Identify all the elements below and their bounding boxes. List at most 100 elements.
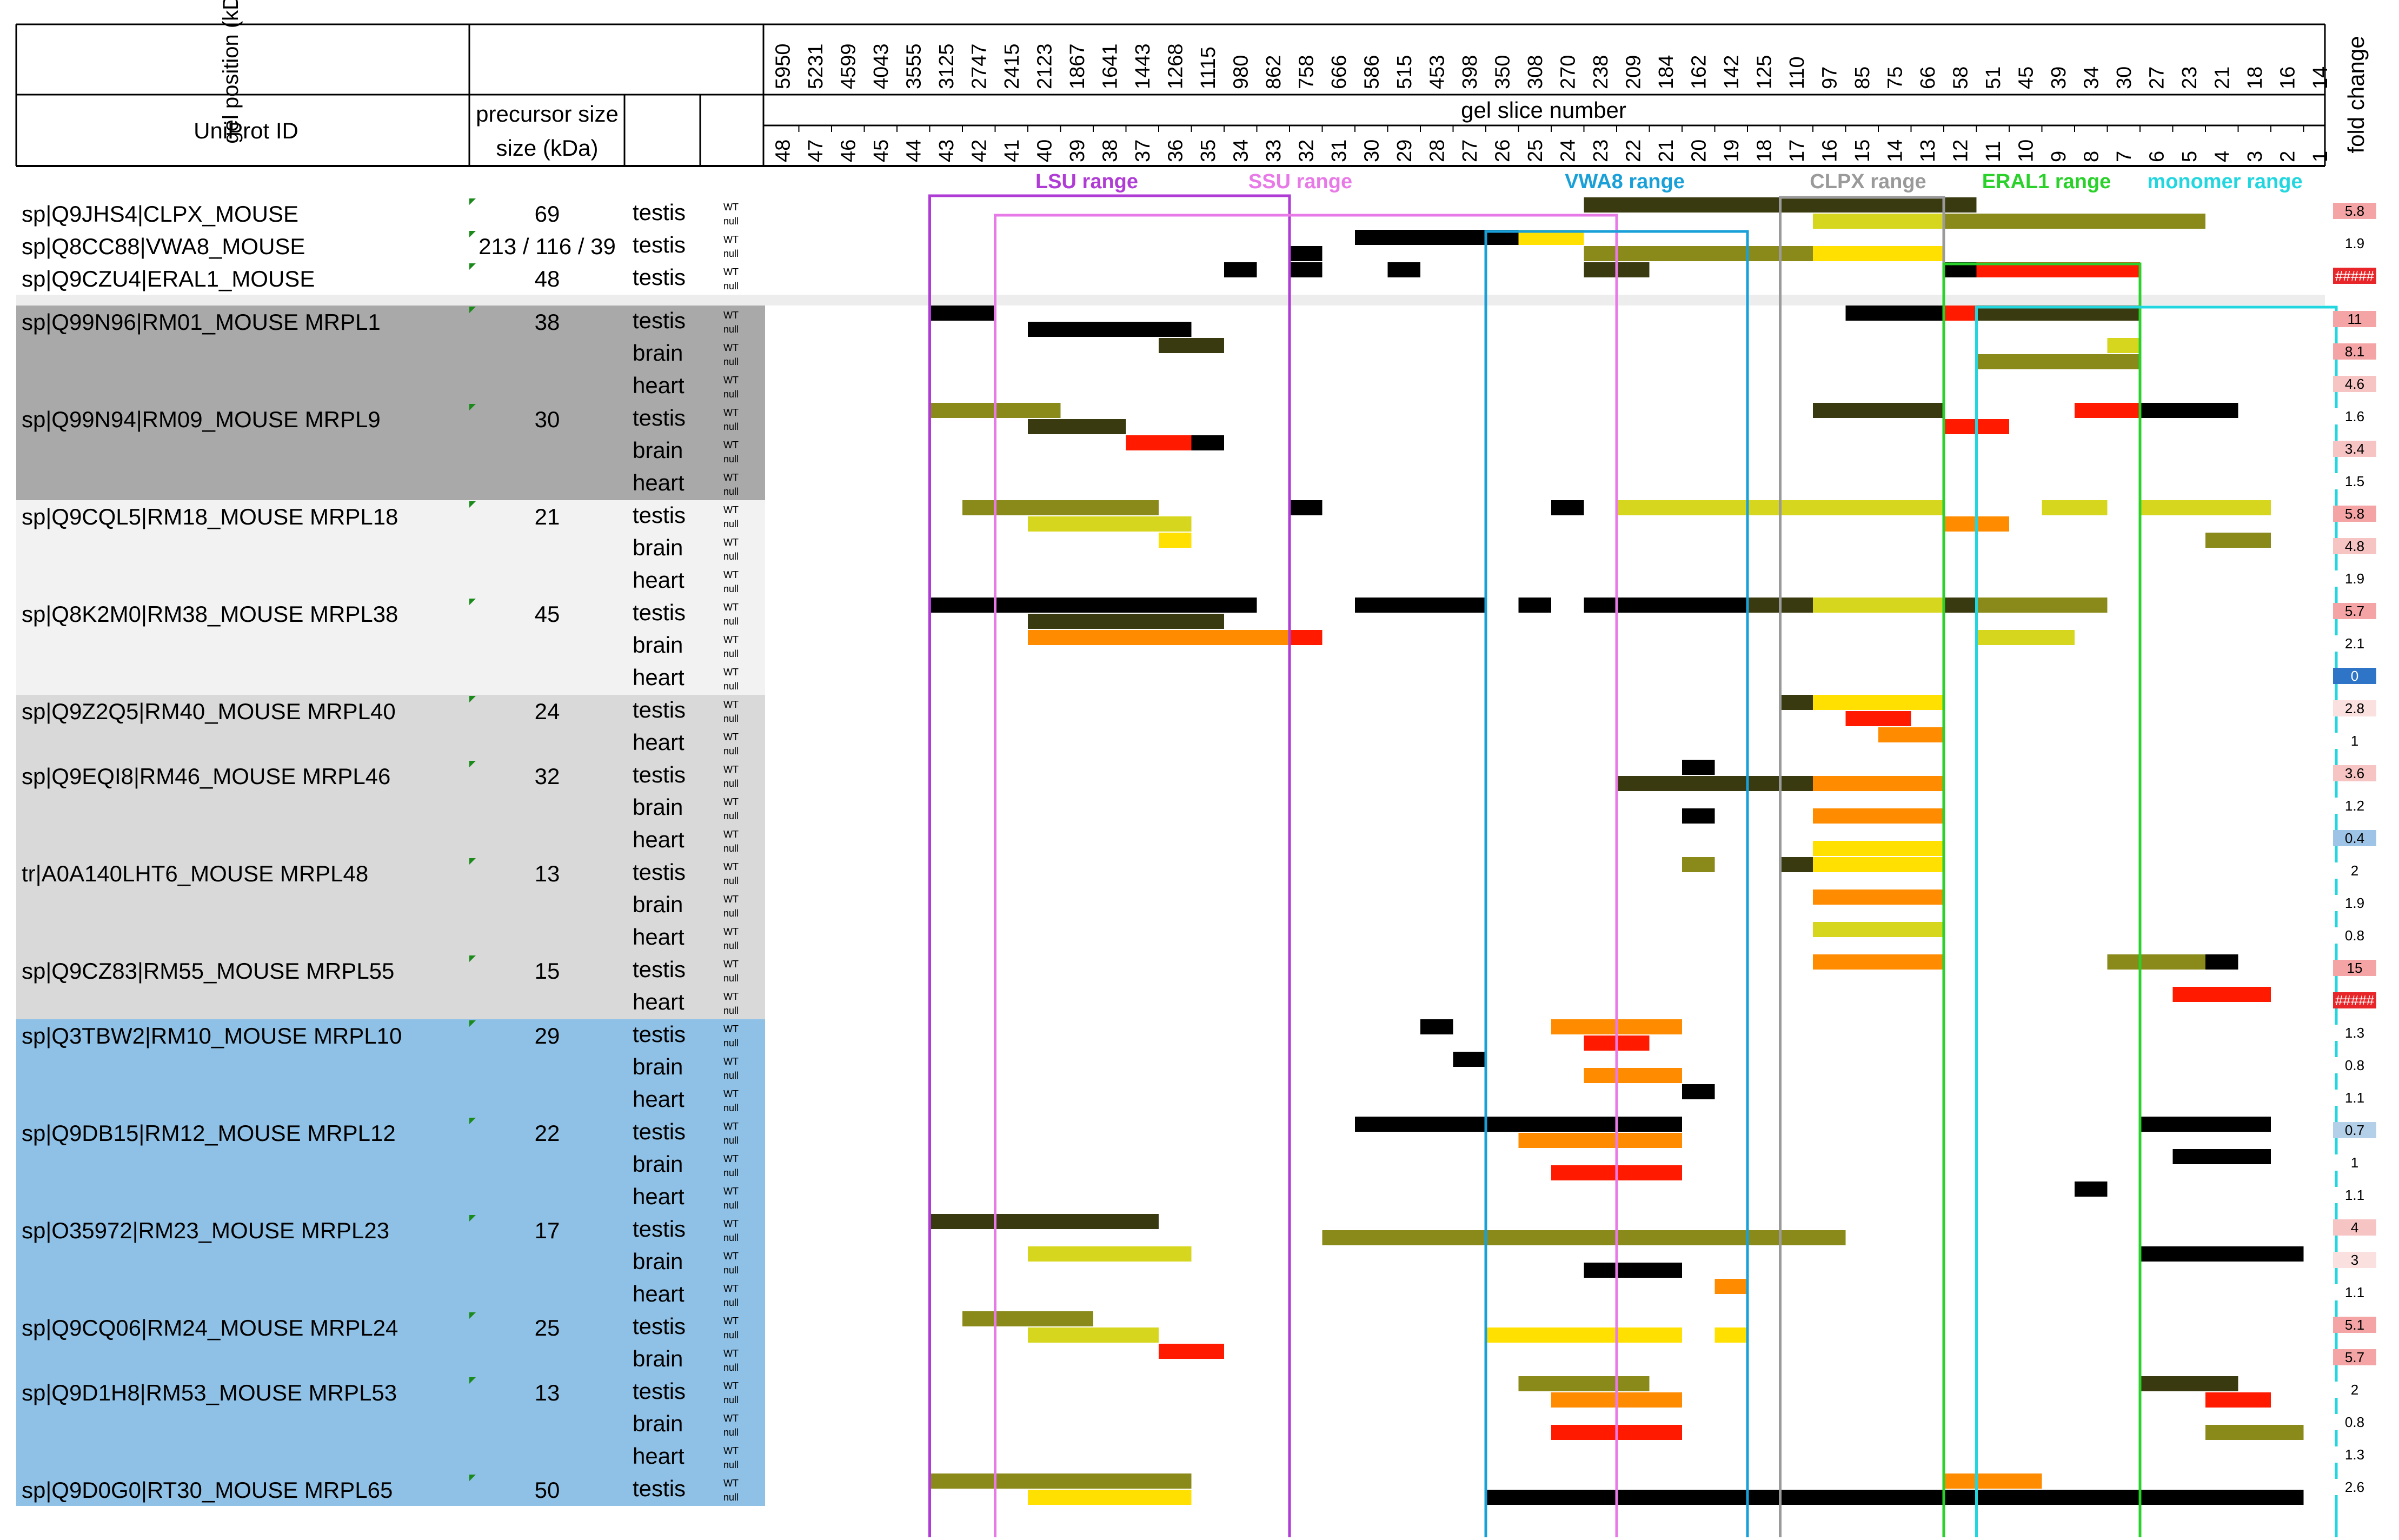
protein-id: sp|Q8K2M0|RM38_MOUSE MRPL38	[22, 601, 398, 627]
fold-change-cell	[2333, 1252, 2376, 1268]
precursor-size: 50	[535, 1477, 560, 1503]
wt-label: WT	[723, 602, 739, 613]
kda-tick-label: 2415	[1001, 43, 1024, 89]
kda-tick-label: 45	[2015, 67, 2037, 89]
row-band	[16, 760, 765, 857]
slice-tick-label: 38	[1099, 140, 1121, 162]
null-label: null	[723, 1070, 739, 1081]
slice-tick-label: 39	[1066, 140, 1089, 162]
heatmap-cell	[1584, 1263, 1682, 1278]
heatmap-cell	[1813, 214, 1944, 229]
precursor-size: 45	[535, 601, 560, 627]
protein-id: sp|Q99N96|RM01_MOUSE MRPL1	[22, 309, 381, 335]
heatmap-cell	[1813, 890, 1944, 905]
null-label: null	[723, 421, 739, 432]
heatmap-cell	[1290, 262, 1323, 277]
slice-tick-label: 31	[1328, 140, 1351, 162]
heatmap-cell	[2205, 954, 2238, 970]
tissue-label: brain	[633, 892, 683, 917]
wt-label: WT	[723, 267, 739, 277]
heatmap-cell	[1518, 598, 1551, 613]
range-box	[1975, 306, 2338, 1540]
heatmap-cell	[1028, 516, 1192, 532]
heatmap-cell	[1714, 1279, 1747, 1294]
fold-change-value: 8.1	[2345, 343, 2364, 360]
slice-tick-label: 37	[1132, 140, 1154, 162]
fold-change-value: 1	[2351, 1154, 2358, 1171]
comment-marker	[469, 198, 476, 205]
slice-tick-label: 33	[1262, 140, 1285, 162]
wt-label: WT	[723, 1316, 739, 1326]
null-label: null	[723, 1135, 739, 1146]
kda-tick-label: 1867	[1066, 43, 1089, 89]
protein-id: sp|Q9CZU4|ERAL1_MOUSE	[22, 266, 315, 291]
row-band	[16, 1376, 765, 1473]
heatmap-cell	[2172, 1149, 2271, 1164]
protein-id: sp|Q8CC88|VWA8_MOUSE	[22, 234, 305, 259]
fold-change-value: 5.8	[2345, 506, 2364, 522]
precursor-header: precursor size	[476, 101, 619, 127]
null-label: null	[723, 1265, 739, 1276]
slice-tick-label: 46	[837, 140, 860, 162]
kda-tick-label: 308	[1524, 55, 1547, 89]
comment-marker	[469, 1215, 476, 1222]
fold-change-cell	[2333, 1090, 2376, 1106]
kda-tick-label: 586	[1360, 55, 1383, 89]
tissue-label: testis	[633, 1021, 686, 1047]
wt-label: WT	[723, 505, 739, 515]
range-label: monomer range	[2147, 170, 2302, 193]
kda-tick-label: 5231	[805, 43, 827, 89]
fold-change-value: 0.8	[2345, 927, 2364, 944]
heatmap-cell	[1617, 776, 1813, 791]
wt-label: WT	[723, 1348, 739, 1359]
fold-change-value: 3.4	[2345, 441, 2364, 457]
range-box	[928, 194, 1291, 1540]
tissue-label: heart	[633, 1281, 685, 1306]
kda-tick-label: 66	[1917, 67, 1939, 89]
precursor-size: 17	[535, 1218, 560, 1243]
wt-label: WT	[723, 202, 739, 213]
null-label: null	[723, 486, 739, 497]
header-grid	[15, 23, 2326, 167]
wt-label: WT	[723, 1056, 739, 1067]
heatmap-cell	[1028, 1490, 1192, 1505]
heatmap-cell	[1355, 1117, 1682, 1132]
fold-change-value: 5.8	[2345, 203, 2364, 219]
null-label: null	[723, 681, 739, 692]
fold-change-cell	[2333, 506, 2376, 522]
fold-change-value: 2	[2351, 862, 2358, 879]
tissue-label: testis	[633, 762, 686, 787]
slice-tick-label: 1	[2309, 151, 2332, 162]
protein-id: sp|Q9EQI8|RM46_MOUSE MRPL46	[22, 764, 390, 789]
wt-label: WT	[723, 634, 739, 645]
precursor-size: 13	[535, 1380, 560, 1405]
fold-change-cell	[2333, 1057, 2376, 1073]
comment-marker	[469, 1377, 476, 1384]
precursor-size: 48	[535, 266, 560, 291]
kda-tick-label: 18	[2244, 67, 2267, 89]
tissue-label: testis	[633, 502, 686, 528]
fold-change-cell	[2333, 570, 2376, 587]
tissue-label: testis	[633, 1378, 686, 1404]
kda-tick-label: 453	[1426, 55, 1448, 89]
slice-tick-label: 26	[1491, 140, 1514, 162]
heatmap-cell	[1682, 808, 1715, 824]
slice-tick-label: 34	[1230, 140, 1252, 162]
kda-tick-label: 39	[2048, 67, 2070, 89]
range-label: LSU range	[1035, 170, 1138, 193]
null-label: null	[723, 324, 739, 335]
null-label: null	[723, 778, 739, 789]
null-label: null	[723, 1330, 739, 1340]
heatmap-cell	[1322, 1230, 1846, 1245]
tissue-label: brain	[633, 340, 683, 366]
protein-id: sp|Q9CZ83|RM55_MOUSE MRPL55	[22, 958, 394, 984]
fold-change-cell	[2333, 311, 2376, 327]
wt-label: WT	[723, 1186, 739, 1197]
fold-change-cell	[2333, 798, 2376, 814]
fold-change-cell	[2333, 203, 2376, 219]
fold-change-cell	[2333, 268, 2376, 284]
fold-change-cell	[2333, 441, 2376, 457]
kda-tick-label: 23	[2178, 67, 2201, 89]
protein-id: sp|Q99N94|RM09_MOUSE MRPL9	[22, 407, 381, 432]
